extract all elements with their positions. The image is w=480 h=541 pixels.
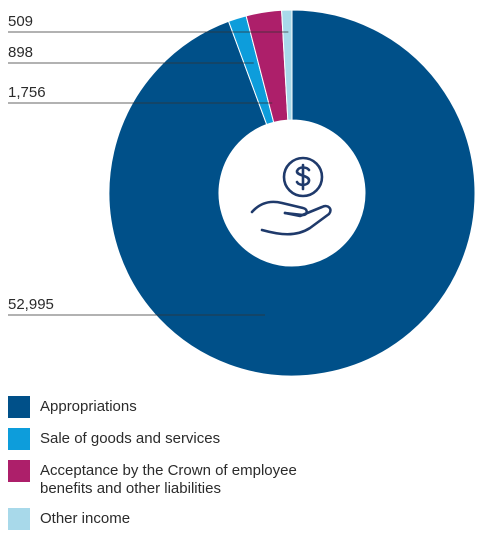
legend-swatch	[8, 396, 30, 418]
data-label: 509	[8, 13, 33, 30]
legend-item-acceptance-by-crown: Acceptance by the Crown of employee bene…	[8, 459, 468, 498]
chart-slices	[108, 9, 476, 377]
pie-slice	[108, 9, 476, 377]
data-label: 898	[8, 44, 33, 61]
legend-swatch	[8, 428, 30, 450]
legend-swatch	[8, 508, 30, 530]
chart-value-labels: 52,995 898 1,756 509	[8, 13, 54, 313]
legend-label: Other income	[40, 510, 131, 527]
legend-label: Appropriations	[40, 398, 137, 415]
chart-legend: Appropriations Sale of goods and service…	[8, 395, 468, 539]
legend-item-other-income: Other income	[8, 507, 468, 530]
legend-item-sale-of-goods: Sale of goods and services	[8, 427, 468, 450]
legend-label: Sale of goods and services	[40, 430, 221, 447]
chart-leader-lines	[8, 31, 289, 316]
data-label: 1,756	[8, 84, 46, 101]
data-label: 52,995	[8, 296, 54, 313]
hand-holding-dollar-icon	[250, 156, 332, 236]
legend-swatch	[8, 460, 30, 482]
pie-slice	[281, 9, 293, 121]
legend-item-appropriations: Appropriations	[8, 395, 468, 418]
donut-chart: 52,995 898 1,756 509	[8, 9, 476, 377]
legend-label: Acceptance by the Crown of employee bene…	[40, 462, 297, 497]
